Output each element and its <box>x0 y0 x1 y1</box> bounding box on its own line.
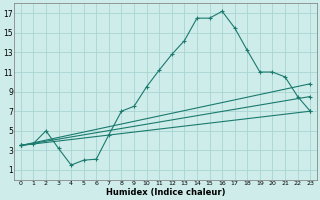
X-axis label: Humidex (Indice chaleur): Humidex (Indice chaleur) <box>106 188 225 197</box>
